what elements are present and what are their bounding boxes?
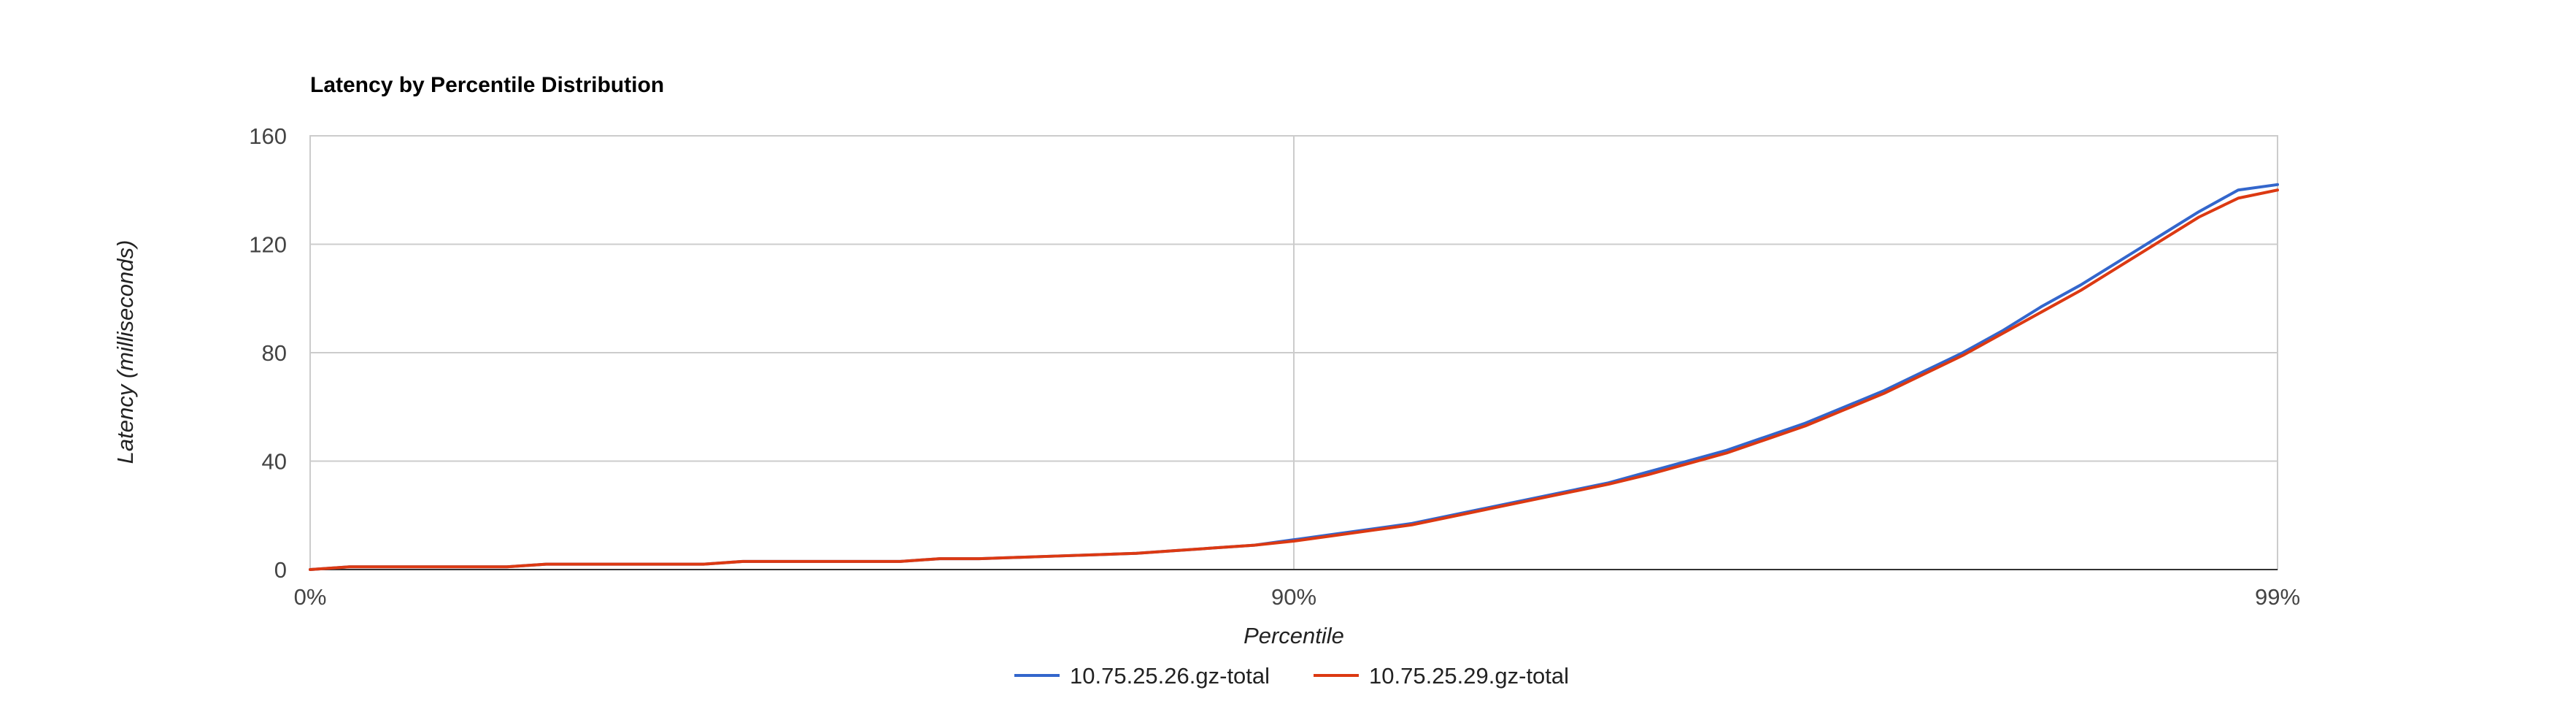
tick-labels: 0 40 80 120 160 0% 90% 99%	[249, 123, 2300, 610]
y-tick-label: 160	[249, 123, 287, 149]
y-tick-label: 120	[249, 232, 287, 258]
legend-label-2: 10.75.25.29.gz-total	[1369, 663, 1569, 689]
legend-label-1: 10.75.25.26.gz-total	[1070, 663, 1270, 689]
x-tick-label: 99%	[2255, 584, 2300, 610]
y-axis-title: Latency (milliseconds)	[112, 240, 138, 464]
series-line-2	[309, 188, 2279, 571]
y-tick-label: 80	[262, 340, 287, 366]
y-tick-label: 40	[262, 449, 287, 475]
x-axis-title: Percentile	[1243, 623, 1344, 648]
gridlines	[310, 136, 2278, 570]
chart-title: Latency by Percentile Distribution	[310, 73, 664, 97]
x-tick-label: 90%	[1271, 584, 1316, 610]
y-tick-label: 0	[274, 557, 287, 583]
legend: 10.75.25.26.gz-total 10.75.25.29.gz-total	[1014, 663, 1569, 689]
x-tick-label: 0%	[294, 584, 327, 610]
series-lines	[309, 183, 2279, 571]
